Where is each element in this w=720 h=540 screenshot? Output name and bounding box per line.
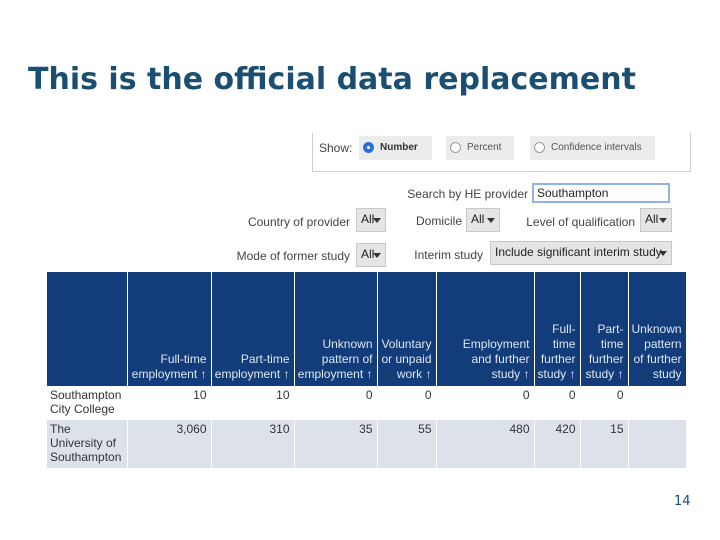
column-header[interactable]: Full-time further study ↑ [534,272,581,386]
interim-value: Include significant interim study [495,245,662,259]
table-cell: 0 [377,386,437,420]
country-dropdown[interactable]: All [356,208,386,232]
column-header[interactable]: Part-time further study ↑ [580,272,629,386]
table-row: Southampton City College 10 10 0 0 0 0 0 [47,386,687,420]
column-header[interactable]: Unknown pattern of employment ↑ [294,272,378,386]
table-cell: 0 [580,386,629,420]
chevron-down-icon [373,253,381,258]
provider-name: The University of Southampton [47,420,128,468]
interim-dropdown[interactable]: Include significant interim study [490,241,672,265]
table-cell [628,420,687,468]
radio-unselected-icon [450,142,461,153]
show-number-option[interactable]: Number [359,136,432,160]
chevron-down-icon [373,218,381,223]
slide-title: This is the official data replacement [28,62,636,97]
table-cell: 3,060 [127,420,212,468]
chevron-down-icon [659,251,667,256]
level-dropdown[interactable]: All [640,208,672,232]
provider-name: Southampton City College [47,386,128,420]
search-provider-input[interactable] [532,183,670,203]
chevron-down-icon [487,218,495,223]
table-cell: 420 [534,420,581,468]
table-cell: 10 [127,386,212,420]
table-cell: 10 [211,386,295,420]
column-header[interactable]: Voluntary or unpaid work ↑ [377,272,437,386]
table-cell: 35 [294,420,378,468]
table-row: The University of Southampton 3,060 310 … [47,420,687,468]
domicile-dropdown[interactable]: All [466,208,500,232]
level-label: Level of qualification [526,215,635,229]
level-value: All [645,212,659,226]
table-cell: 55 [377,420,437,468]
domicile-value: All [471,212,485,226]
column-header[interactable]: Part-time employment ↑ [211,272,295,386]
table-cell [628,386,687,420]
table-cell: 0 [534,386,581,420]
column-header[interactable]: Full-time employment ↑ [127,272,212,386]
domicile-label: Domicile [415,214,462,228]
screenshot-panel: Show: Number Percent Confidence interval… [28,133,691,487]
table-cell: 310 [211,420,295,468]
column-header[interactable]: Employment and further study ↑ [436,272,535,386]
chevron-down-icon [659,218,667,223]
column-header [47,272,128,386]
mode-label: Mode of former study [236,249,350,263]
mode-dropdown[interactable]: All [356,243,386,267]
table-cell: 0 [436,386,535,420]
show-label: Show: [319,141,353,155]
radio-unselected-icon [534,142,545,153]
table-cell: 15 [580,420,629,468]
show-confidence-option[interactable]: Confidence intervals [530,136,655,160]
table-header-row: Full-time employment ↑ Part-time employm… [47,272,687,386]
show-percent-option[interactable]: Percent [446,136,514,160]
country-label: Country of provider [247,215,350,229]
column-header[interactable]: Unknown pattern of further study [628,272,687,386]
table-cell: 0 [294,386,378,420]
show-percent-label: Percent [467,142,502,153]
interim-label: Interim study [414,248,483,262]
outcomes-table: Full-time employment ↑ Part-time employm… [47,272,687,468]
country-value: All [361,212,375,226]
search-label: Search by HE provider [407,187,528,201]
page-number: 14 [674,494,691,509]
show-number-label: Number [380,142,418,153]
show-confidence-label: Confidence intervals [551,142,642,153]
radio-selected-icon [363,142,374,153]
table-cell: 480 [436,420,535,468]
mode-value: All [361,247,375,261]
